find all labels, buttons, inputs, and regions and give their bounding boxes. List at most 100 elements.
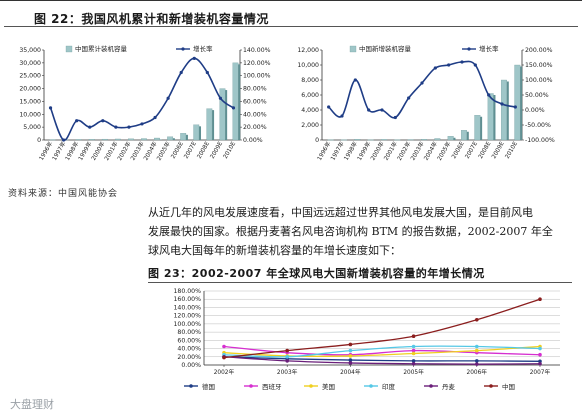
c3-legend-label: 中国	[502, 382, 515, 391]
c1-left-tick-label: 35,000	[19, 47, 41, 54]
c3-legend-marker	[189, 384, 193, 388]
c3-y-tick-label: 140.00%	[173, 304, 201, 311]
chart-cumulative-capacity: 35,000 30,000 25,000 20,000 15,000 10,000 5,00…	[19, 44, 271, 162]
c3-series-point	[285, 359, 289, 363]
c2-bar-side	[520, 66, 523, 140]
c1-right-tick-label: 120.00%	[243, 60, 271, 67]
c2-growth-point	[407, 96, 411, 100]
figure-23-title-underline	[148, 282, 572, 283]
c1-growth-point	[75, 119, 79, 123]
c2-bar	[514, 64, 521, 141]
c1-growth-point	[62, 138, 66, 142]
c3-series-point	[222, 344, 226, 349]
c3-y-tick-label: 160.00%	[173, 296, 201, 303]
c3-series-point	[222, 355, 226, 360]
c3-x-tick-label: 2005年	[403, 368, 424, 376]
c2-bar	[461, 130, 467, 141]
c3-series-point	[475, 317, 479, 322]
c2-left-tick-label: 0	[315, 137, 319, 144]
c2-x-tick-label: 2005年	[435, 140, 452, 162]
c1-left-tick-label: 5,000	[23, 124, 41, 131]
c2-legend-line-label: 增长率	[479, 44, 499, 53]
c2-bar	[421, 139, 427, 141]
c2-left-tick-label: 6,000	[301, 92, 319, 99]
c3-x-tick-label: 2003年	[277, 368, 298, 376]
c3-series-point	[475, 362, 479, 366]
top-rule	[0, 0, 582, 1]
c2-growth-point	[420, 81, 424, 85]
c2-bar-side	[493, 95, 496, 140]
c3-series-line	[223, 345, 541, 356]
c2-growth-point	[500, 102, 504, 106]
c1-bar-side	[172, 138, 175, 140]
c3-series-point	[285, 348, 289, 353]
c3-series-point	[348, 348, 353, 353]
c3-y-tick-label: 180.00%	[173, 288, 201, 295]
c1-bar	[49, 139, 56, 141]
c1-growth-point	[127, 125, 131, 129]
c2-growth-point	[340, 114, 344, 118]
c3-series-point	[411, 344, 416, 349]
c3-series-point	[475, 348, 479, 353]
c3-series-point	[348, 342, 353, 347]
c2-bar	[501, 79, 507, 141]
c3-legend-marker	[429, 384, 433, 388]
c3-series-point	[411, 351, 416, 356]
c1-left-tick-label: 15,000	[19, 98, 41, 105]
c1-bar	[114, 138, 121, 141]
c3-series-point	[348, 361, 353, 365]
c1-bar	[180, 133, 187, 141]
c2-bar	[407, 139, 414, 141]
c3-series-line	[223, 345, 541, 358]
c3-series-point	[538, 359, 542, 364]
c1-bar-side	[238, 64, 241, 140]
c1-growth-point	[192, 56, 196, 60]
c1-growth-point	[48, 106, 53, 110]
c1-bar-side	[225, 90, 228, 140]
c2-legend-bar-label: 中国新增装机容量	[359, 44, 412, 53]
figure-22-source: 资料来源：中国风能协会	[8, 189, 119, 199]
c2-growth-point	[353, 78, 357, 82]
c3-y-tick-label: 120.00%	[173, 313, 201, 320]
c1-right-tick-label: 0.00%	[243, 137, 263, 144]
c2-x-tick-label: 2010E	[505, 141, 520, 160]
c3-series-point	[475, 359, 479, 363]
c1-right-tick-label: 20.00%	[243, 124, 267, 131]
c3-legend-marker	[309, 384, 313, 388]
c1-bar	[101, 138, 108, 141]
c3-series-point	[475, 344, 479, 349]
c1-bar-side	[185, 134, 188, 140]
paragraph-line-2: 发展最快的国家。根据丹麦著名风电咨询机构 BTM 的报告数据，2002-2007…	[148, 225, 553, 238]
c1-growth-point	[88, 125, 92, 129]
c2-growth-point	[513, 105, 517, 109]
c3-series-point	[411, 334, 416, 339]
c3-legend-label: 西班牙	[262, 382, 282, 391]
c2-growth-point	[433, 66, 437, 70]
c2-right-tick-label: 0.00%	[525, 107, 545, 114]
c1-growth-point	[153, 115, 157, 120]
chart-growth-by-country: 180.00%160.00%140.00% 120.00%100.00%80.00…	[173, 288, 560, 391]
c2-growth-point	[473, 63, 477, 67]
c1-left-tick-label: 25,000	[19, 73, 41, 80]
c2-bar	[447, 136, 454, 141]
c2-bar	[327, 139, 334, 141]
c3-series-line	[223, 356, 541, 362]
c2-growth-point	[327, 105, 331, 109]
c2-right-tick-label: 150.00%	[525, 62, 553, 69]
c2-left-tick-label: 10,000	[297, 62, 319, 69]
figure-23-title: 图 23：2002-2007 年全球风电大国新增装机容量的年增长情况	[148, 267, 485, 280]
c1-left-tick-label: 0	[37, 137, 41, 144]
c1-growth-point	[231, 106, 236, 110]
c3-y-tick-label: 0.00%	[181, 362, 201, 369]
watermark-text: 大盘理财	[10, 398, 54, 411]
c1-left-tick-label: 10,000	[19, 111, 41, 118]
c3-legend-label: 德国	[202, 382, 215, 391]
c2-right-tick-label: 100.00%	[525, 77, 553, 84]
c3-y-tick-label: 60.00%	[177, 337, 201, 344]
c1-bar-side	[199, 126, 202, 140]
c2-growth-point	[447, 63, 451, 67]
c2-left-tick-label: 2,000	[301, 122, 319, 129]
c1-left-tick-label: 30,000	[19, 60, 41, 67]
c1-bar	[75, 139, 82, 141]
c2-growth-point	[380, 108, 384, 112]
